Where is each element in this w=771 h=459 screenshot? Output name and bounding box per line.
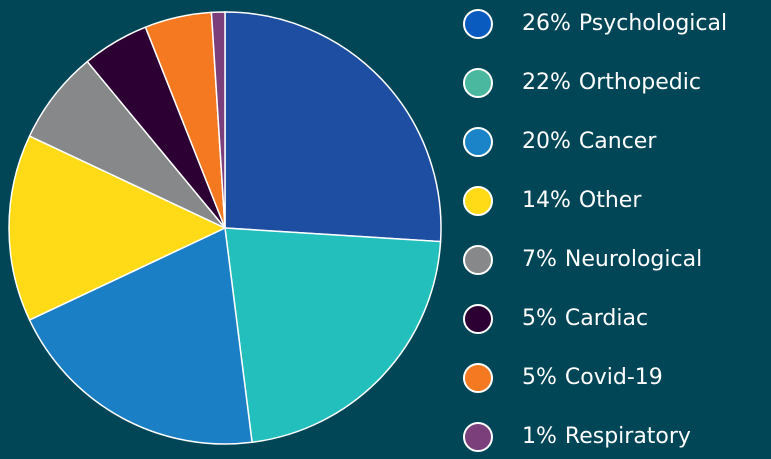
legend-label: 5% Cardiac (522, 306, 648, 331)
legend-category: Other (579, 188, 642, 213)
legend-category: Neurological (565, 247, 702, 272)
legend-value: 14% (522, 188, 571, 213)
legend-swatch (463, 245, 493, 275)
legend-swatch (463, 127, 493, 157)
legend-category: Orthopedic (579, 70, 701, 95)
legend-value: 26% (522, 11, 571, 36)
legend-value: 7% (522, 247, 557, 272)
pie-slice (8, 135, 227, 321)
legend-label: 22% Orthopedic (522, 70, 701, 95)
legend-swatch (463, 422, 493, 452)
legend-swatch (463, 186, 493, 216)
legend-label: 14% Other (522, 188, 642, 213)
legend-category: Cancer (579, 129, 657, 154)
legend-swatch (463, 304, 493, 334)
legend-label: 7% Neurological (522, 247, 702, 272)
pie-slice (210, 11, 226, 229)
pie-slice (224, 227, 442, 444)
legend-category: Respiratory (565, 424, 691, 449)
legend-value: 1% (522, 424, 557, 449)
legend-label: 1% Respiratory (522, 424, 691, 449)
legend-swatch (463, 9, 493, 39)
legend-value: 22% (522, 70, 571, 95)
legend-category: Cardiac (565, 306, 648, 331)
pie-slice (224, 11, 442, 243)
legend-value: 5% (522, 365, 557, 390)
legend-label: 26% Psychological (522, 11, 727, 36)
legend-label: 20% Cancer (522, 129, 657, 154)
legend-value: 5% (522, 306, 557, 331)
legend-value: 20% (522, 129, 571, 154)
legend-label: 5% Covid-19 (522, 365, 663, 390)
legend-swatch (463, 68, 493, 98)
pie-slice (28, 226, 253, 445)
legend-category: Psychological (579, 11, 727, 36)
legend-category: Covid-19 (565, 365, 663, 390)
legend-swatch (463, 363, 493, 393)
